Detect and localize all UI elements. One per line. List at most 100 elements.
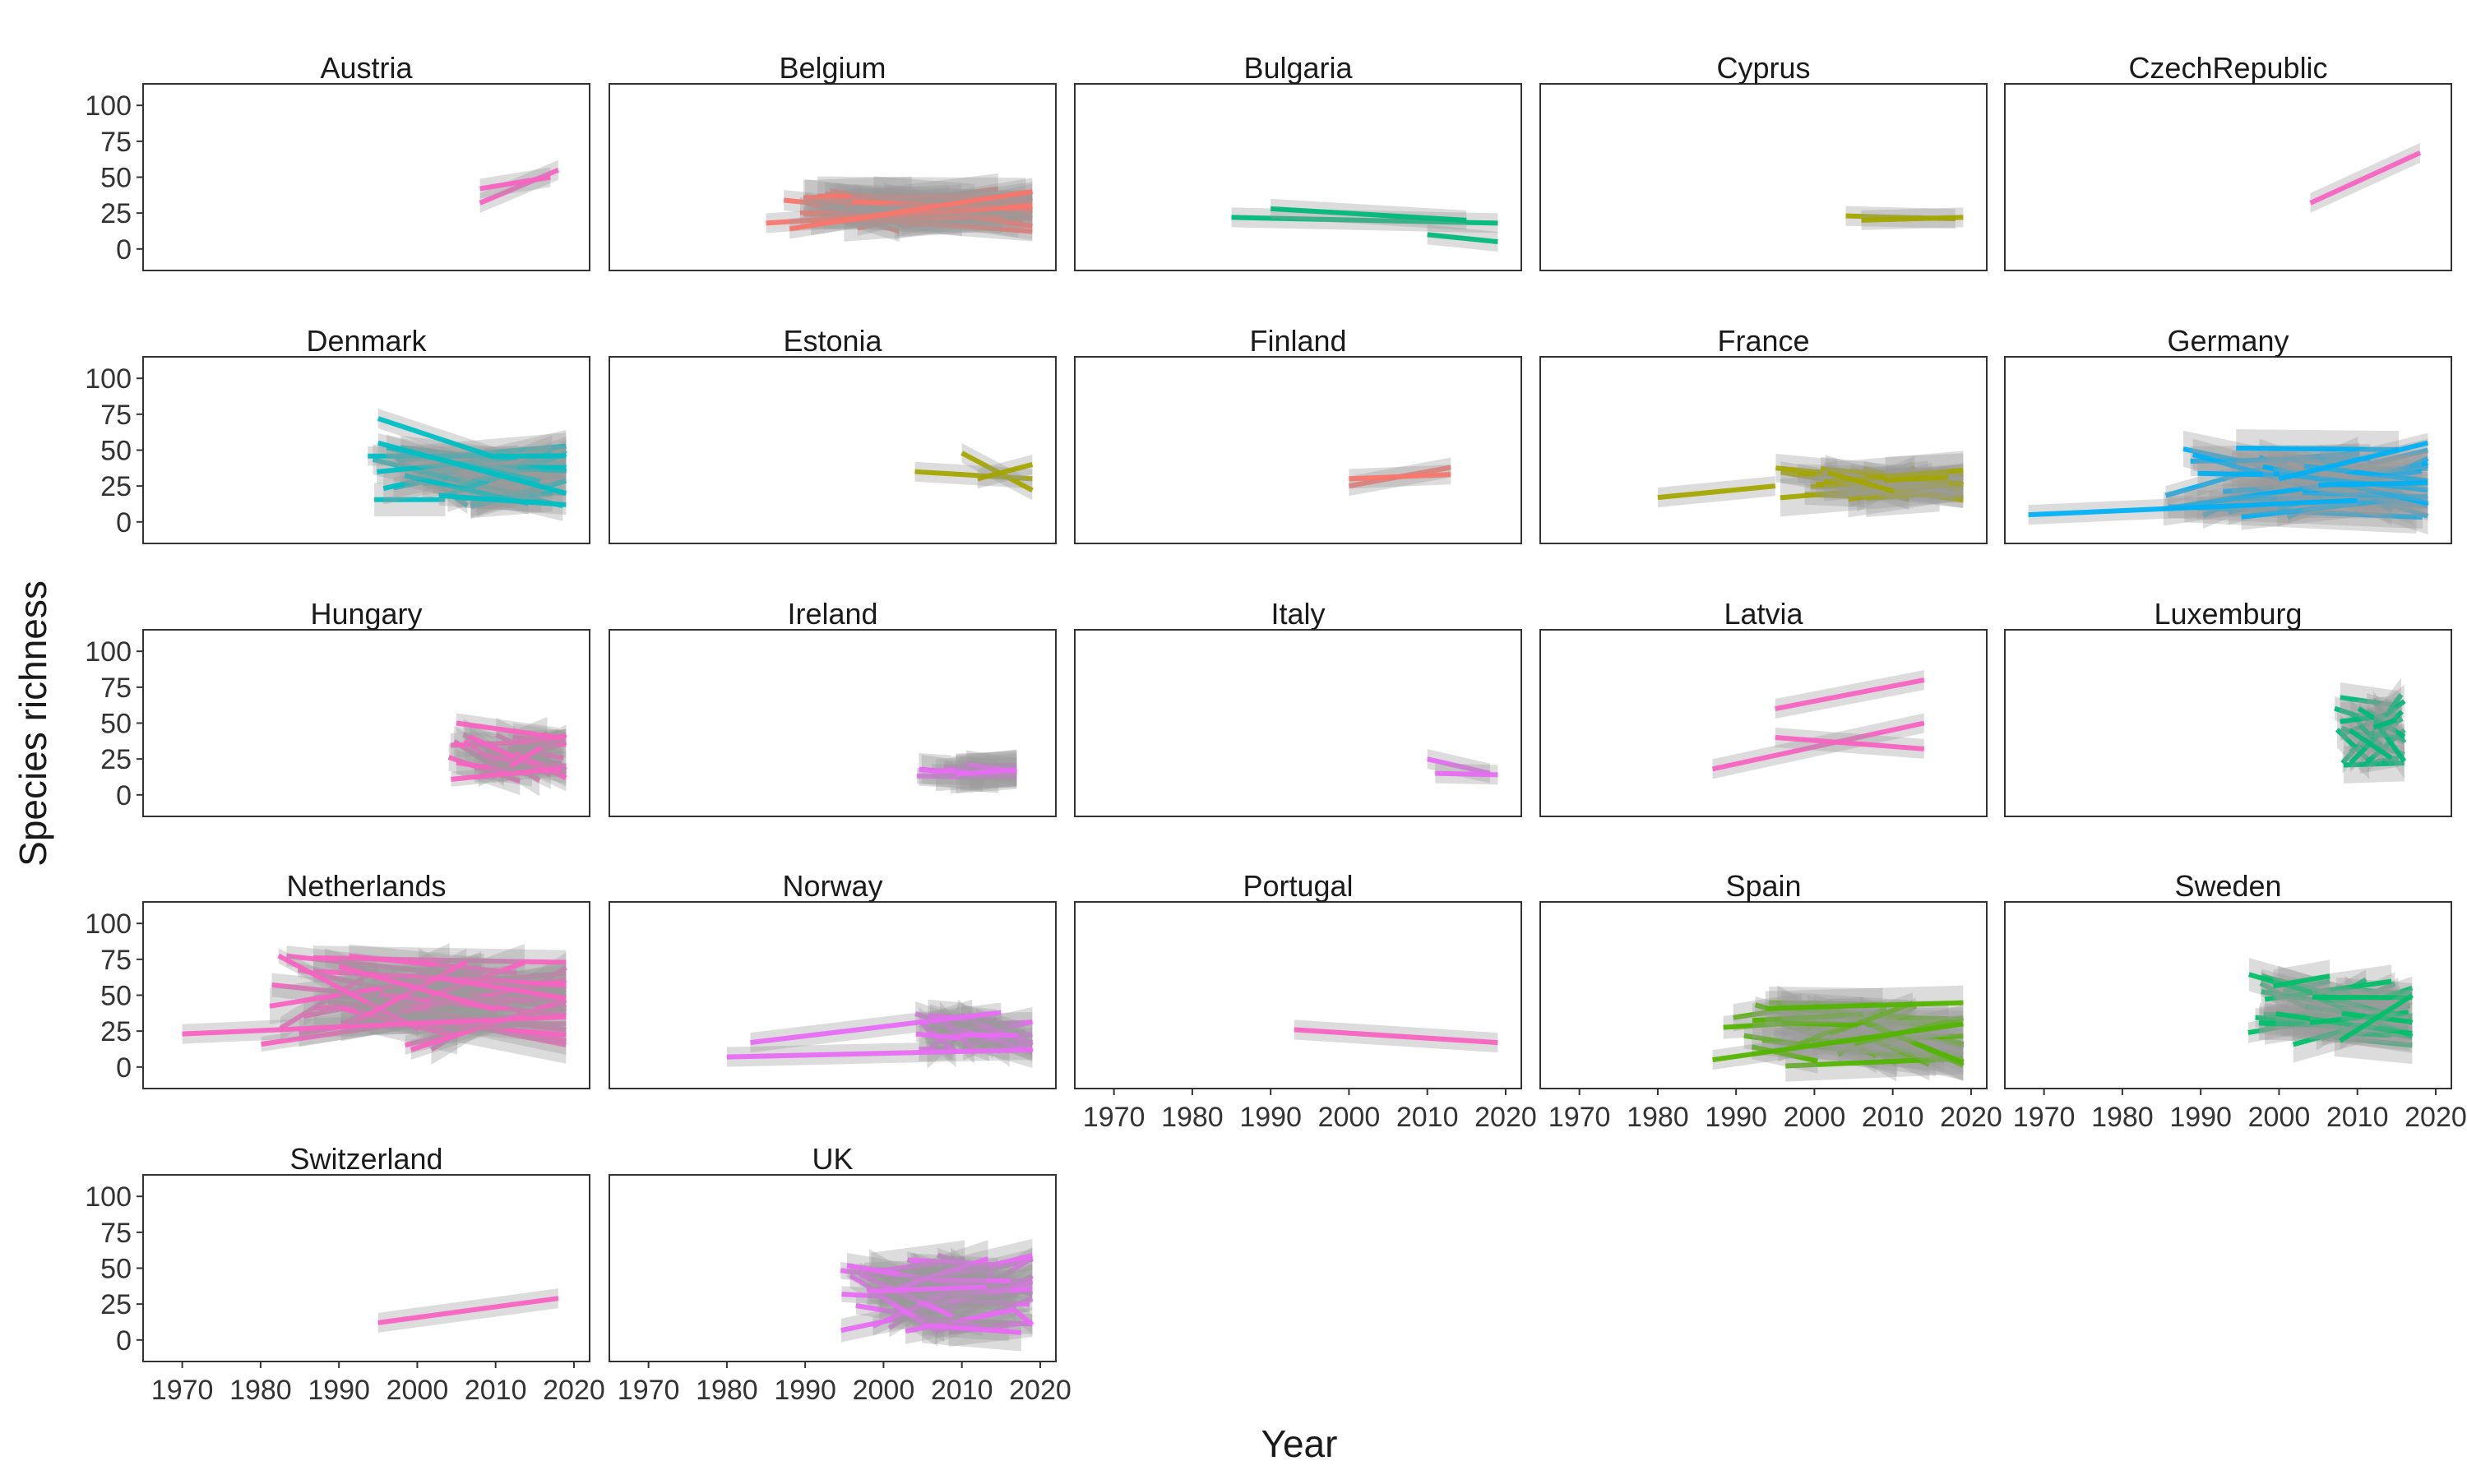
plot-area [1658, 451, 1964, 517]
x-tick-label: 2010 [1862, 1102, 1924, 1133]
panel-border [609, 357, 1056, 543]
plot-area [1232, 199, 1498, 252]
plot-area [917, 749, 1016, 793]
facet-luxemburg: Luxemburg [2005, 597, 2451, 816]
x-tick-label: 2020 [1940, 1102, 2002, 1133]
x-tick-label: 1970 [2013, 1102, 2076, 1133]
facet-title: Ireland [787, 597, 877, 631]
y-tick-label: 50 [100, 1254, 132, 1285]
x-tick-label: 1990 [1705, 1102, 1767, 1133]
x-tick-label: 2000 [386, 1375, 449, 1406]
y-tick-label: 75 [100, 400, 132, 431]
facet-title: Cyprus [1716, 51, 1810, 85]
panel-border [1075, 357, 1521, 543]
x-tick-label: 1980 [1627, 1102, 1689, 1133]
x-tick-label: 1970 [1548, 1102, 1611, 1133]
facet-title: CzechRepublic [2128, 51, 2327, 85]
plot-area [1428, 749, 1498, 784]
x-tick-label: 2010 [1396, 1102, 1459, 1133]
x-tick-label: 1970 [1083, 1102, 1146, 1133]
x-tick-label: 2020 [1474, 1102, 1537, 1133]
facet-belgium: Belgium [609, 51, 1056, 270]
facet-title: Finland [1249, 324, 1346, 358]
facet-latvia: Latvia [1540, 597, 1987, 816]
panel-border [143, 1175, 590, 1361]
x-tick-label: 2010 [931, 1375, 993, 1406]
y-tick-label: 50 [100, 709, 132, 740]
facet-italy: Italy [1075, 597, 1521, 816]
facet-germany: Germany [2005, 324, 2451, 543]
plot-area [183, 943, 567, 1065]
facet-title: Sweden [2174, 869, 2281, 903]
facet-finland: Finland [1075, 324, 1521, 543]
x-tick-label: 1990 [2169, 1102, 2232, 1133]
plot-area [1713, 985, 1964, 1081]
trend-line [2318, 483, 2428, 485]
facet-title: Switzerland [289, 1142, 442, 1176]
y-tick-label: 25 [100, 198, 132, 229]
facet-title: Hungary [310, 597, 422, 631]
facet-title: Luxemburg [2154, 597, 2302, 631]
y-tick-label: 100 [85, 636, 132, 668]
trend-line [1775, 680, 1924, 709]
facet-title: Bulgaria [1243, 51, 1353, 85]
plot-area [2335, 677, 2405, 783]
plot-area [915, 443, 1033, 500]
plot-area [2029, 429, 2428, 534]
panel-border [1540, 84, 1987, 270]
x-tick-label: 1970 [151, 1375, 214, 1406]
x-tick-label: 1980 [229, 1375, 292, 1406]
y-tick-label: 50 [100, 436, 132, 467]
facet-title: France [1717, 324, 1809, 358]
panel-border [1075, 630, 1521, 816]
y-tick-label: 75 [100, 127, 132, 158]
facet-title: Norway [782, 869, 882, 903]
x-tick-label: 2020 [2405, 1102, 2467, 1133]
y-tick-label: 25 [100, 1016, 132, 1047]
plot-area [1846, 206, 1964, 230]
facet-title: Spain [1725, 869, 1801, 903]
y-tick-label: 0 [116, 1325, 132, 1357]
facet-panels: Austria 0 25 50 75 100 Belgium Bulgaria Cyprus Cz… [85, 51, 2467, 1406]
facet-title: Austria [320, 51, 413, 85]
y-tick-label: 25 [100, 471, 132, 502]
x-tick-label: 1980 [1161, 1102, 1224, 1133]
trend-line [2311, 153, 2420, 203]
y-axis-title: Species richness [12, 580, 54, 867]
facet-title: Denmark [306, 324, 427, 358]
facet-czechrepublic: CzechRepublic [2005, 51, 2451, 270]
plot-area [1349, 457, 1451, 496]
facet-france: France [1540, 324, 1987, 543]
y-tick-label: 0 [116, 234, 132, 266]
panel-border [1075, 902, 1521, 1089]
y-tick-label: 25 [100, 744, 132, 775]
y-tick-label: 0 [116, 507, 132, 539]
plot-area [378, 1288, 558, 1333]
y-tick-label: 75 [100, 673, 132, 704]
y-tick-label: 50 [100, 163, 132, 194]
x-tick-label: 2000 [853, 1375, 915, 1406]
plot-area [1713, 670, 1924, 779]
trend-line [1435, 774, 1497, 775]
plot-area [727, 1000, 1033, 1069]
plot-area [840, 1239, 1032, 1352]
x-tick-label: 1990 [308, 1375, 370, 1406]
y-tick-label: 75 [100, 945, 132, 976]
panel-border [1540, 357, 1987, 543]
plot-area [368, 409, 566, 521]
plot-area [449, 714, 567, 797]
y-tick-label: 0 [116, 1052, 132, 1084]
x-tick-label: 1990 [774, 1375, 836, 1406]
x-tick-label: 2010 [2326, 1102, 2389, 1133]
y-tick-label: 50 [100, 981, 132, 1012]
x-tick-label: 1970 [618, 1375, 680, 1406]
facet-title: UK [812, 1142, 853, 1176]
